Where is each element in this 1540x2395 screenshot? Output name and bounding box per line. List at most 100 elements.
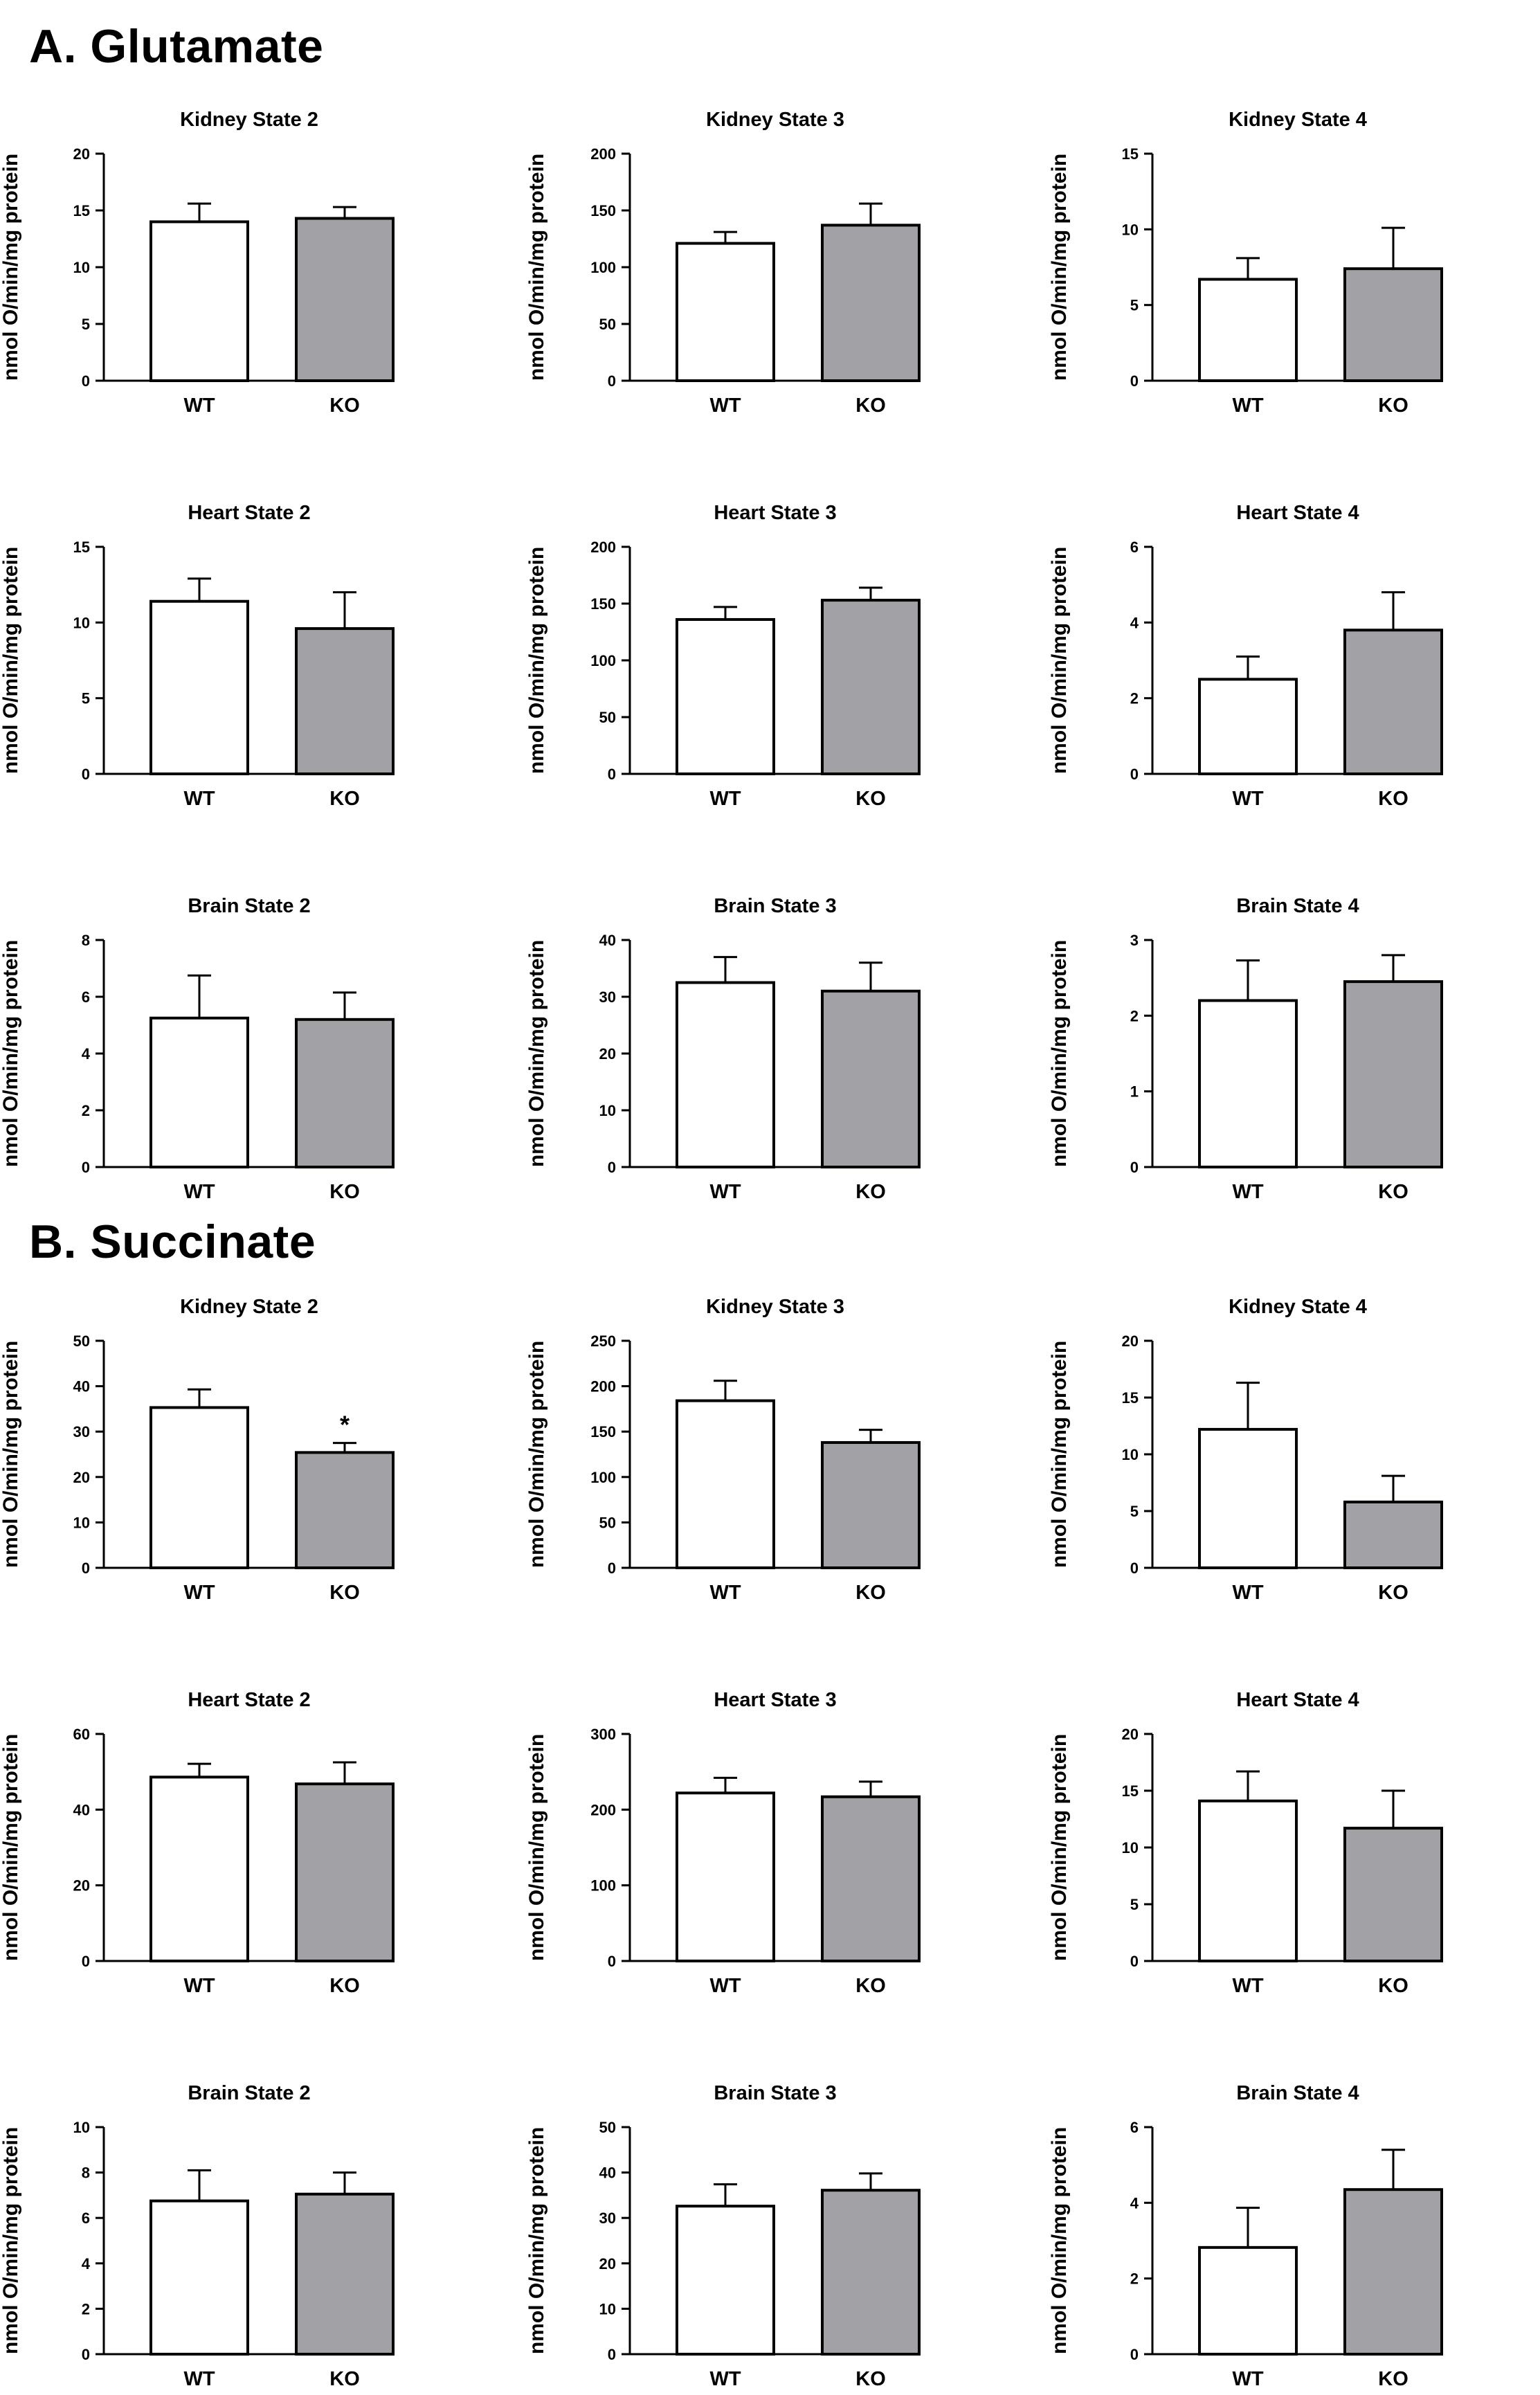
chart-title: Kidney State 2 <box>180 109 318 131</box>
bar-wt <box>150 1775 249 1963</box>
y-tick-label: 5 <box>82 316 90 333</box>
y-tick-label: 20 <box>1122 1726 1139 1743</box>
y-tick-label: 0 <box>82 1560 90 1577</box>
y-axis-label: nmol O/min/mg protein <box>525 547 548 774</box>
y-tick-label: 4 <box>1130 2194 1139 2212</box>
y-tick-label: 250 <box>590 1332 616 1350</box>
y-tick-label: 4 <box>82 1045 91 1063</box>
chart-title: Kidney State 3 <box>706 109 844 131</box>
y-axis-label: nmol O/min/mg protein <box>1048 154 1071 381</box>
chart-title: Brain State 3 <box>714 2082 836 2104</box>
y-tick-label: 10 <box>73 259 90 276</box>
chart-title: Heart State 4 <box>1236 502 1359 524</box>
y-tick-label: 0 <box>608 2346 616 2363</box>
y-tick-label: 0 <box>1130 2346 1139 2363</box>
y-tick-label: 20 <box>73 145 90 163</box>
y-axis-label: nmol O/min/mg protein <box>0 940 22 1167</box>
chart-title: Brain State 2 <box>188 895 310 917</box>
bar-wt <box>1198 1799 1298 1963</box>
y-tick-label: 10 <box>73 614 90 631</box>
y-axis-label: nmol O/min/mg protein <box>525 1341 548 1568</box>
y-tick-label: 0 <box>82 1953 90 1970</box>
y-tick-label: 2 <box>1130 2270 1139 2288</box>
x-tick-label: KO <box>855 2368 886 2390</box>
y-axis-label: nmol O/min/mg protein <box>0 547 22 774</box>
chart-title: Heart State 3 <box>714 1689 836 1711</box>
bar-ko <box>1343 629 1443 775</box>
chart-title: Kidney State 3 <box>706 1296 844 1318</box>
y-tick-label: 30 <box>73 1423 90 1440</box>
y-tick-label: 4 <box>82 2255 91 2272</box>
y-tick-label: 100 <box>590 652 616 669</box>
y-axis-label: nmol O/min/mg protein <box>525 154 548 381</box>
y-tick-label: 15 <box>1122 1782 1139 1800</box>
y-tick-label: 150 <box>590 1423 616 1440</box>
x-tick-label: KO <box>329 1975 360 1997</box>
x-tick-label: WT <box>183 2368 215 2390</box>
x-tick-label: KO <box>1378 395 1408 417</box>
y-tick-label: 30 <box>599 988 616 1006</box>
bar-wt <box>676 981 775 1168</box>
y-tick-label: 15 <box>73 202 90 219</box>
x-tick-label: KO <box>1378 788 1408 810</box>
x-tick-label: WT <box>183 395 215 417</box>
y-tick-label: 20 <box>1122 1332 1139 1350</box>
y-tick-label: 10 <box>1122 1446 1139 1463</box>
x-tick-label: KO <box>329 395 360 417</box>
y-axis-label: nmol O/min/mg protein <box>1048 940 1071 1167</box>
x-tick-label: WT <box>709 2368 741 2390</box>
x-tick-label: KO <box>855 1582 886 1604</box>
x-tick-label: WT <box>183 1975 215 1997</box>
bar-wt <box>150 2199 249 2356</box>
chart-title: Heart State 3 <box>714 502 836 524</box>
section-heading-succinate: B. Succinate <box>29 1215 316 1268</box>
y-tick-label: 150 <box>590 202 616 219</box>
y-tick-label: 0 <box>82 1159 90 1176</box>
x-tick-label: WT <box>1232 2368 1263 2390</box>
x-tick-label: KO <box>855 1975 886 1997</box>
y-tick-label: 0 <box>1130 1953 1139 1970</box>
y-tick-label: 10 <box>73 1514 90 1531</box>
bar-wt <box>1198 678 1298 775</box>
y-tick-label: 40 <box>599 2164 616 2182</box>
bar-wt <box>676 1791 775 1963</box>
chart-title: Heart State 4 <box>1236 1689 1359 1711</box>
y-tick-label: 0 <box>608 1953 616 1970</box>
bar-ko <box>295 627 395 776</box>
x-tick-label: KO <box>1378 1975 1408 1997</box>
y-tick-label: 50 <box>599 2119 616 2136</box>
x-tick-label: WT <box>709 1181 741 1203</box>
y-tick-label: 50 <box>73 1332 90 1350</box>
x-tick-label: WT <box>1232 788 1263 810</box>
x-tick-label: KO <box>329 1181 360 1203</box>
y-axis-label: nmol O/min/mg protein <box>1048 547 1071 774</box>
y-tick-label: 10 <box>1122 221 1139 238</box>
bar-ko <box>295 217 395 383</box>
x-tick-label: WT <box>709 395 741 417</box>
bar-wt <box>1198 2245 1298 2356</box>
y-axis-label: nmol O/min/mg protein <box>525 1734 548 1961</box>
y-tick-label: 8 <box>82 932 90 949</box>
y-tick-label: 2 <box>82 1102 90 1119</box>
x-tick-label: KO <box>1378 1582 1408 1604</box>
y-tick-label: 0 <box>82 2346 90 2363</box>
bar-wt <box>676 617 775 776</box>
chart-title: Kidney State 2 <box>180 1296 318 1318</box>
bar-ko <box>295 2192 395 2356</box>
bar-ko <box>821 2189 921 2356</box>
bar-wt <box>1198 1427 1298 1569</box>
bar-ko <box>295 1782 395 1962</box>
y-tick-label: 6 <box>1130 2119 1139 2136</box>
bar-wt <box>150 1016 249 1168</box>
bar-wt <box>1198 999 1298 1169</box>
x-tick-label: WT <box>1232 395 1263 417</box>
y-tick-label: 4 <box>1130 614 1139 631</box>
y-axis-label: nmol O/min/mg protein <box>1048 1341 1071 1568</box>
y-tick-label: 100 <box>590 1469 616 1486</box>
y-tick-label: 2 <box>82 2300 90 2317</box>
bar-ko <box>295 1018 395 1169</box>
bar-ko <box>1343 980 1443 1168</box>
y-tick-label: 0 <box>608 1159 616 1176</box>
x-tick-label: KO <box>855 788 886 810</box>
y-axis-label: nmol O/min/mg protein <box>1048 2127 1071 2354</box>
